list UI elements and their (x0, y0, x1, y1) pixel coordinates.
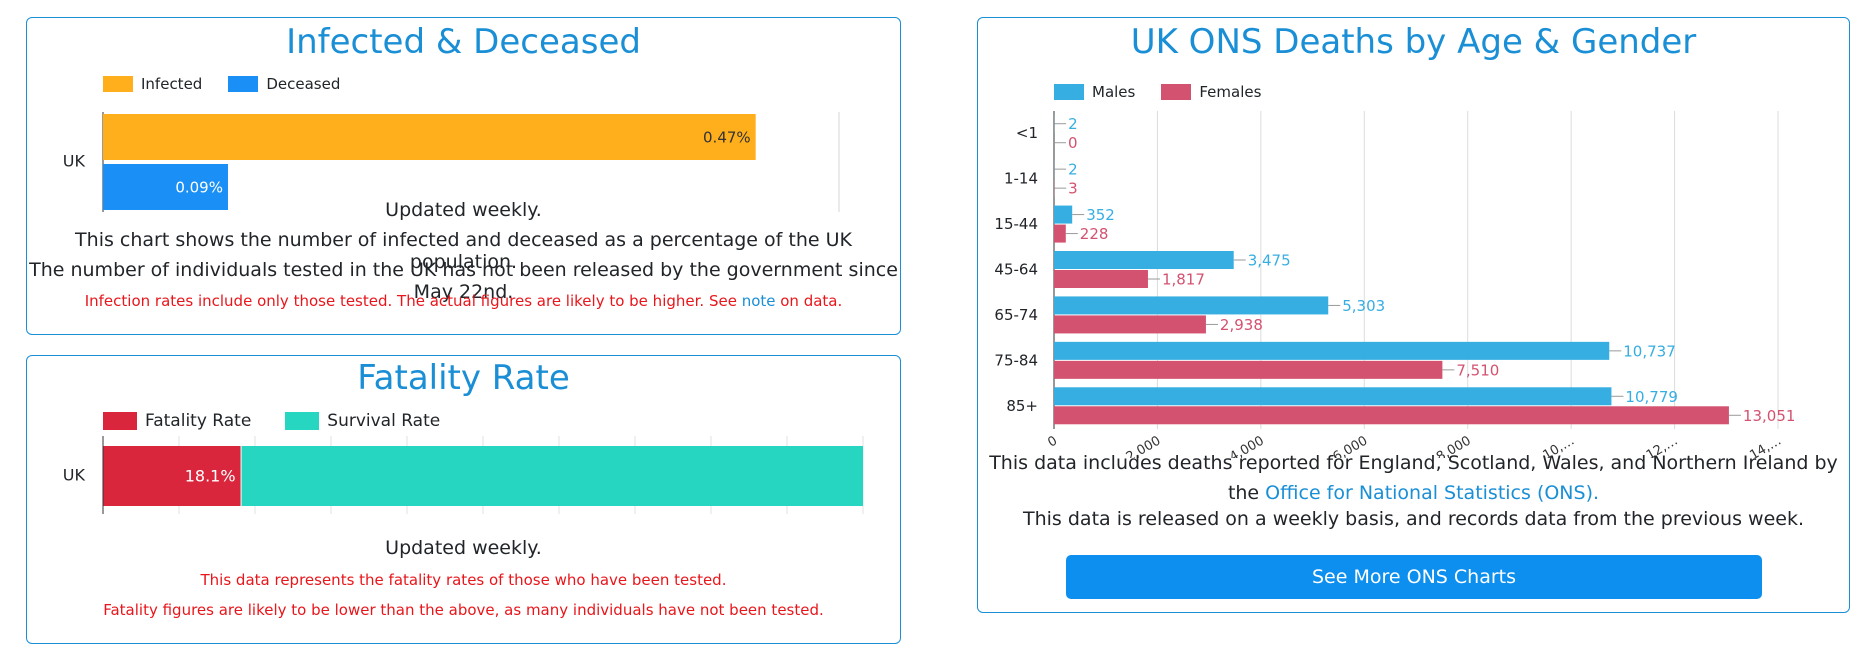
ons-link[interactable]: Office for National Statistics (ONS). (1265, 482, 1600, 504)
category-label: 75-84 (994, 351, 1038, 369)
bar-males (1054, 205, 1073, 224)
legend-label-fatality: Fatality Rate (145, 411, 252, 431)
bar-survival-rate (241, 446, 863, 506)
infected-description: This chart shows the number of infected … (75, 229, 852, 273)
bar-females (1054, 315, 1206, 334)
ons-description-text: This data includes deaths reported for E… (989, 452, 1838, 504)
data-label-males: 2 (1068, 161, 1078, 179)
infected-deceased-card: Infected & Deceased Infected Deceased UK… (26, 17, 901, 335)
legend-swatch-fatality (103, 412, 137, 430)
data-label-females: 0 (1068, 134, 1078, 152)
infected-card-title: Infected & Deceased (286, 22, 641, 62)
fatality-warning-1: This data represents the fatality rates … (200, 571, 727, 589)
fatality-card-title: Fatality Rate (357, 358, 570, 398)
legend-label-females: Females (1199, 83, 1262, 101)
data-label-males: 352 (1086, 206, 1115, 224)
legend-swatch-females (1161, 84, 1192, 100)
bar-infected (103, 114, 756, 160)
ons-card-title: UK ONS Deaths by Age & Gender (1130, 22, 1697, 62)
fatality-updated-note: Updated weekly. (385, 537, 542, 559)
legend-item-females[interactable]: Females (1161, 83, 1261, 101)
data-label-females: 228 (1080, 225, 1109, 243)
legend-item-males[interactable]: Males (1054, 83, 1135, 101)
bar-label-fatality: 18.1% (185, 467, 236, 486)
ons-legend[interactable]: Males Females (1054, 83, 1287, 101)
data-label-females: 3 (1068, 180, 1078, 198)
data-label-males: 10,737 (1623, 342, 1676, 360)
category-label: 45-64 (994, 261, 1038, 279)
legend-item-deceased[interactable]: Deceased (228, 75, 340, 93)
bar-females (1054, 224, 1066, 243)
legend-swatch-males (1054, 84, 1084, 100)
bar-females (1054, 406, 1729, 425)
legend-swatch-deceased (228, 76, 259, 92)
infection-warning-text: Infection rates include only those teste… (84, 292, 742, 310)
category-label: 65-74 (994, 306, 1038, 324)
infection-warning: Infection rates include only those teste… (27, 292, 900, 310)
infected-legend[interactable]: Infected Deceased (103, 75, 366, 93)
bar-fatality-rate (103, 446, 241, 506)
bar-females (1054, 360, 1443, 379)
category-label-uk: UK (63, 466, 86, 485)
infected-updated-note: Updated weekly. (385, 199, 542, 221)
ons-description: This data includes deaths reported for E… (978, 448, 1849, 508)
bar-label-deceased: 0.09% (175, 179, 223, 197)
fatality-rate-chart: 18.1% UK (63, 436, 864, 514)
data-label-females: 13,051 (1743, 407, 1796, 425)
note-link[interactable]: note (741, 292, 776, 310)
data-label-females: 2,938 (1220, 316, 1263, 334)
data-label-females: 7,510 (1456, 361, 1499, 379)
bar-males (1054, 251, 1234, 269)
data-label-males: 5,303 (1342, 297, 1385, 315)
legend-label-deceased: Deceased (266, 75, 341, 93)
data-label-males: 10,779 (1625, 388, 1678, 406)
legend-label-males: Males (1092, 83, 1136, 101)
bar-males (1054, 341, 1610, 360)
bar-females (1054, 270, 1148, 288)
ons-deaths-chart: 0 2,000 4,000 6,000 8,000 10,… 12,… 14,…<1201-1… (994, 111, 1796, 458)
bar-deceased (103, 164, 228, 210)
bar-males (1054, 387, 1612, 406)
category-label-uk: UK (63, 152, 86, 171)
fatality-warning-2: Fatality figures are likely to be lower … (103, 601, 824, 619)
data-label-females: 1,817 (1162, 271, 1205, 289)
legend-item-fatality-rate[interactable]: Fatality Rate (103, 411, 251, 431)
ons-deaths-card: UK ONS Deaths by Age & Gender Males Fema… (977, 17, 1850, 613)
see-more-ons-charts-button[interactable]: See More ONS Charts (1066, 555, 1762, 599)
testing-note: The number of individuals tested in the … (29, 259, 898, 303)
infected-deceased-chart: UK 0.47% 0.09% (63, 112, 840, 212)
legend-swatch-survival (285, 412, 320, 430)
legend-label-survival: Survival Rate (327, 411, 441, 431)
category-label: 1-14 (1004, 170, 1038, 188)
ons-weekly-note: This data is released on a weekly basis,… (1023, 508, 1804, 530)
fatality-rate-card: Fatality Rate Fatality Rate Survival Rat… (26, 355, 901, 644)
category-label: 85+ (1006, 397, 1038, 415)
category-label: <1 (1016, 124, 1038, 142)
legend-item-survival-rate[interactable]: Survival Rate (285, 411, 440, 431)
fatality-legend[interactable]: Fatality Rate Survival Rate (103, 411, 466, 431)
legend-label-infected: Infected (141, 75, 203, 93)
legend-item-infected[interactable]: Infected (103, 75, 202, 93)
data-label-males: 2 (1068, 115, 1078, 133)
category-label: 15-44 (994, 215, 1038, 233)
bar-label-infected: 0.47% (703, 129, 751, 147)
infection-warning-suffix: on data. (775, 292, 843, 310)
legend-swatch-infected (103, 76, 133, 92)
bar-males (1054, 296, 1329, 315)
data-label-males: 3,475 (1248, 252, 1291, 270)
